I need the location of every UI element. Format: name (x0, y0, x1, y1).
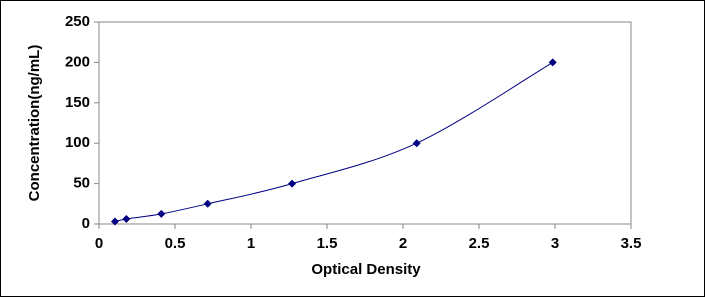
x-axis-label: Optical Density (311, 261, 421, 278)
data-point (288, 179, 297, 188)
plot-frame (98, 21, 632, 225)
x-tick-label: 1.5 (317, 235, 338, 252)
data-point (203, 199, 212, 208)
y-tick-label: 100 (65, 134, 90, 151)
x-tick-label: 1 (247, 235, 255, 252)
data-point (157, 209, 166, 218)
data-point (412, 139, 421, 148)
x-tick-label: 0.5 (165, 235, 186, 252)
x-tick-label: 3 (551, 235, 559, 252)
y-tick-label: 150 (65, 94, 90, 111)
y-tick-label: 250 (65, 13, 90, 30)
x-tick-label: 3.5 (621, 235, 642, 252)
x-tick-label: 0 (95, 235, 103, 252)
y-tick-label: 50 (73, 175, 90, 192)
y-tick-label: 200 (65, 53, 90, 70)
x-tick-label: 2 (399, 235, 407, 252)
y-tick-label: 0 (82, 215, 90, 232)
x-tick-label: 2.5 (469, 235, 490, 252)
data-point (110, 217, 119, 226)
y-axis-label: Concentration(ng/mL) (26, 45, 43, 202)
data-point (548, 58, 557, 67)
data-point (122, 214, 131, 223)
